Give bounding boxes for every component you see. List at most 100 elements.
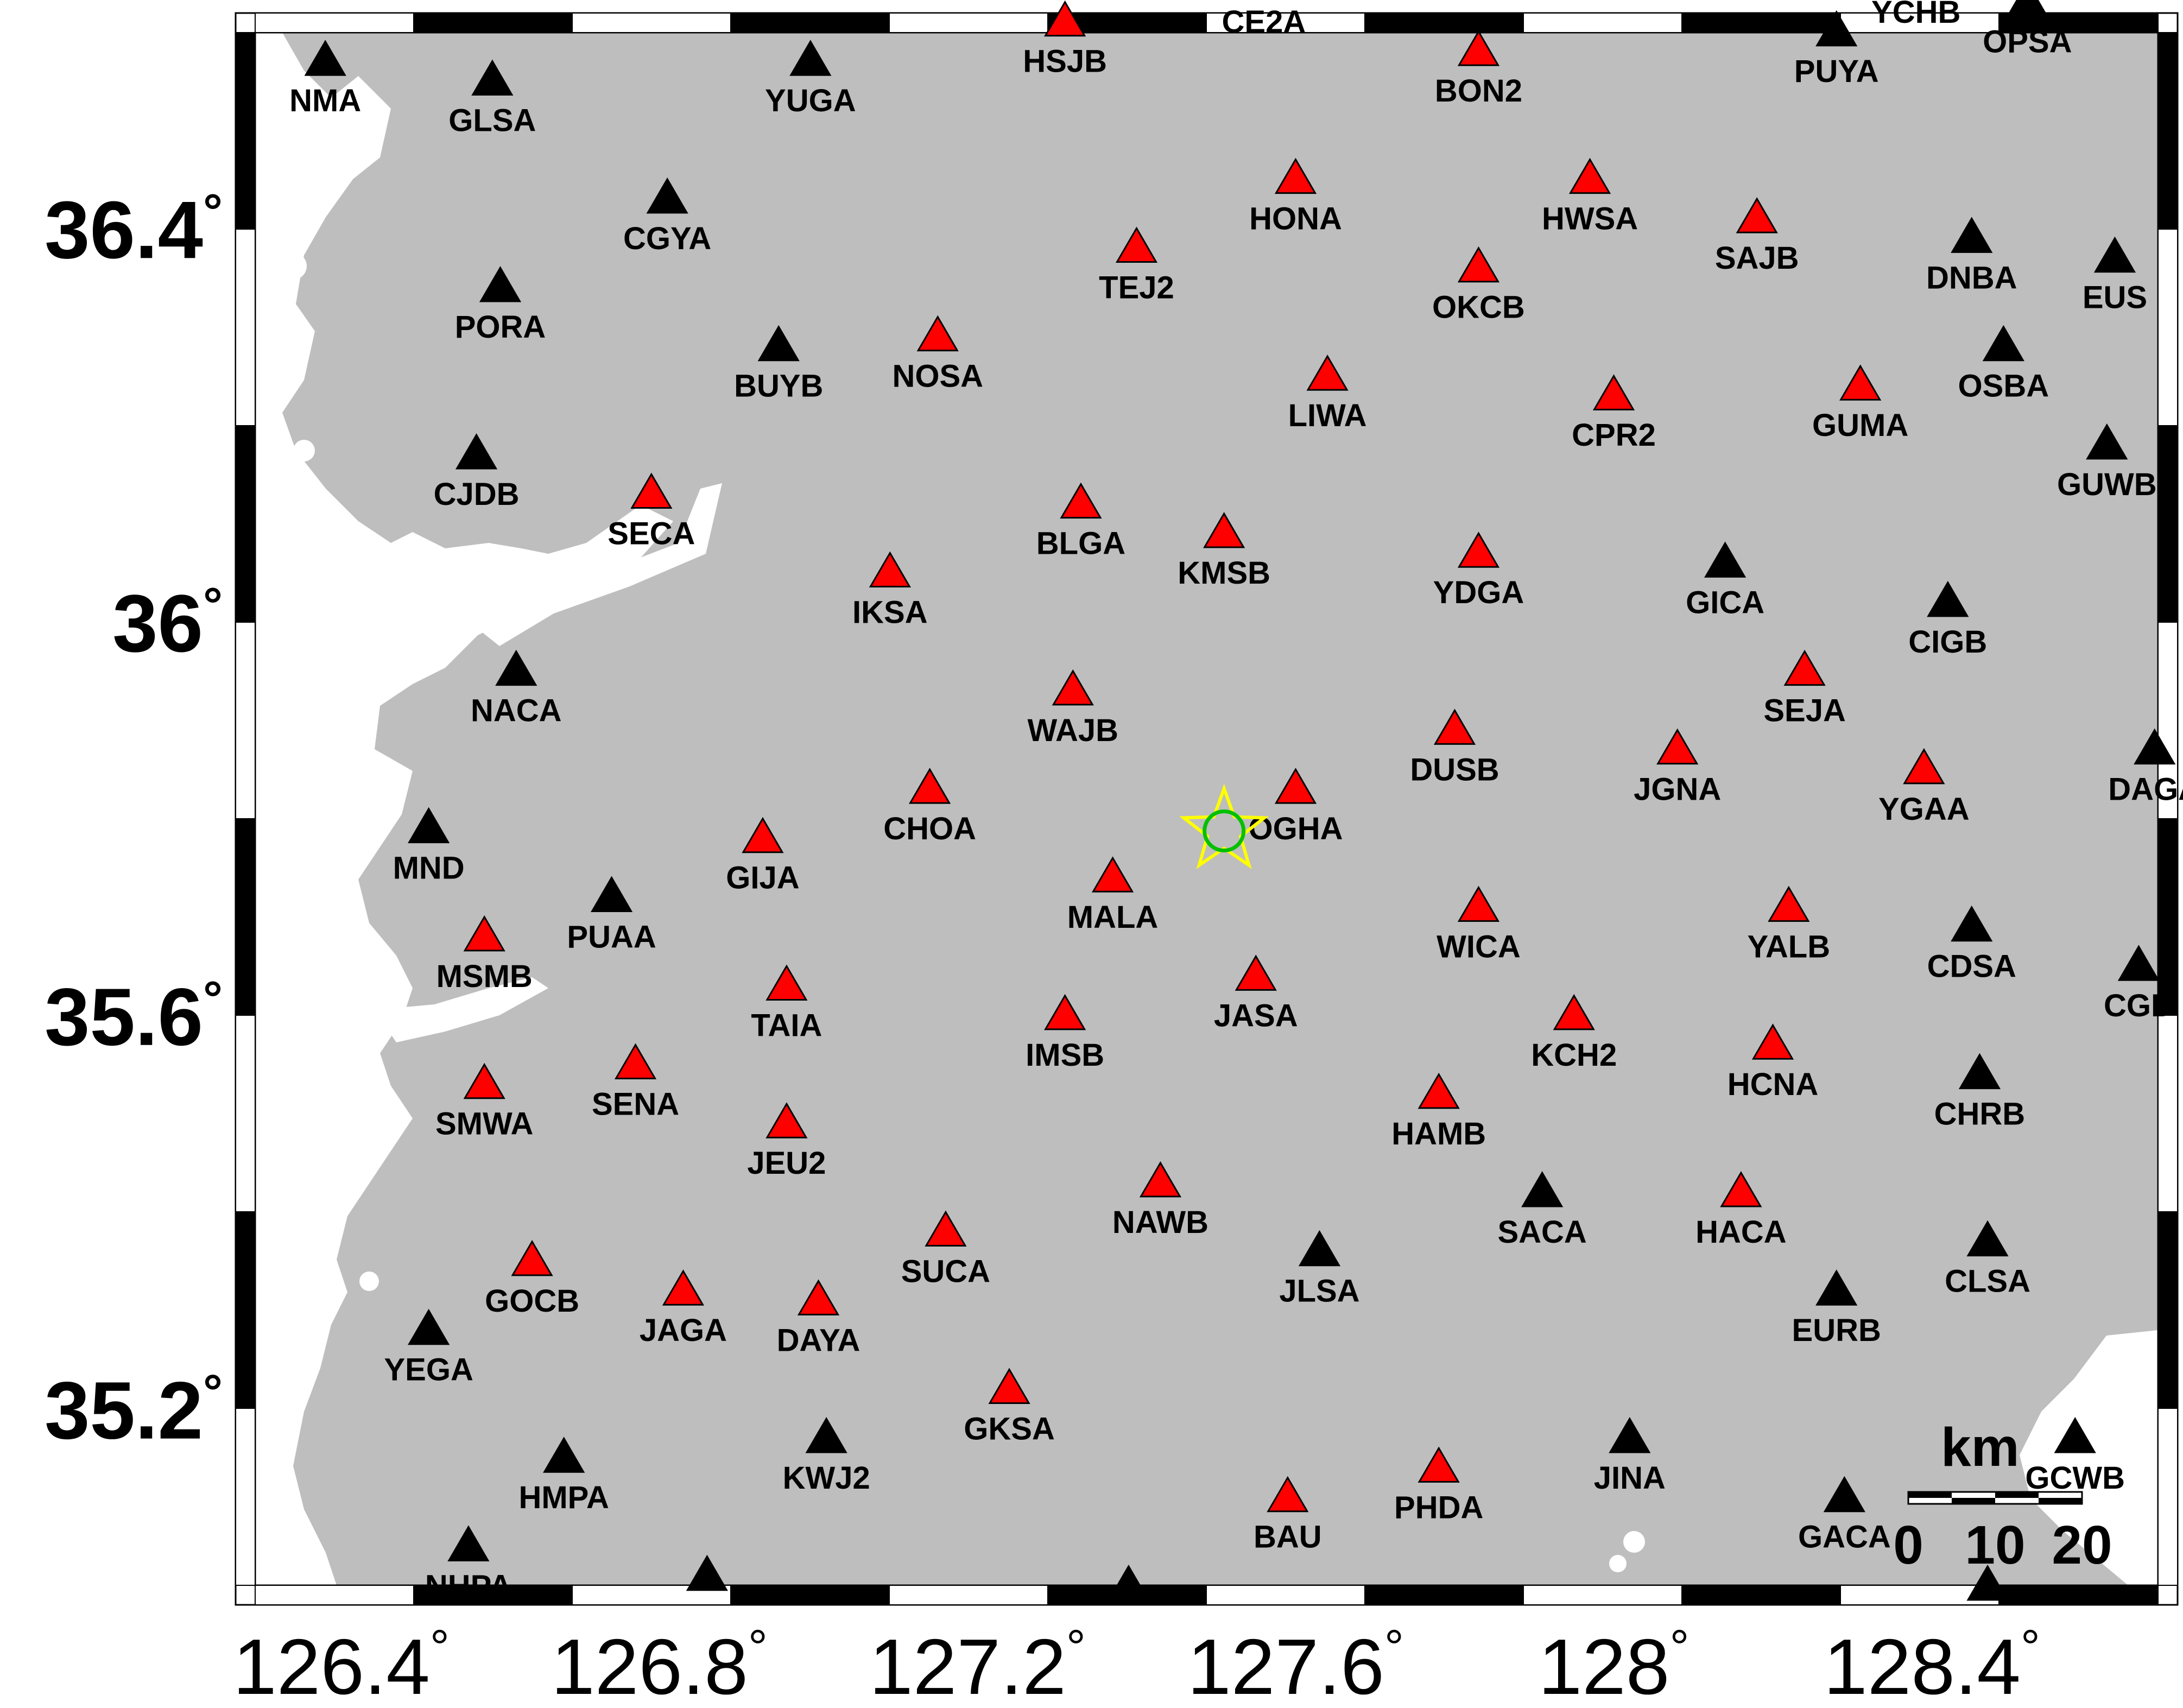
bottom-border-segment [1364,1585,1524,1605]
longitude-value: 128 [1539,1623,1670,1708]
top-border-segment [1840,12,1999,33]
station: HACA [1695,1171,1787,1250]
island [330,1036,354,1060]
top-border-segment [572,12,731,33]
red-station-triangle-icon [630,472,673,509]
land-area [255,33,2158,1585]
red-station-triangle-icon [1052,669,1094,706]
station-label: GCWB [2025,1460,2125,1496]
stations: NMA GLSA YUGA HSJB CE2A BON2 PUYA YCHB OPSA HONA H… [289,0,2183,1604]
red-station-triangle-icon [916,315,959,352]
degree-symbol: ° [203,578,223,632]
red-station-triangle-icon [1044,0,1086,37]
station-label: DAGA [2108,772,2183,807]
station-label: JGNA [1634,772,1721,807]
station-label: CPR2 [1572,417,1656,453]
station-label: CE2A [1222,4,1306,40]
station: GKSA [964,1368,1055,1446]
station-label: EURB [1792,1313,1881,1348]
station-label: HMPA [518,1480,609,1515]
station-label: CGD [2104,988,2174,1023]
black-station-triangle-icon [408,1308,450,1345]
bottom-border-segment [1681,1585,1841,1605]
east-sea [2020,1330,2158,1585]
station-label: GICA [1686,585,1764,620]
red-station-triangle-icon [988,1368,1030,1404]
station-label: HAMB [1391,1116,1486,1152]
red-station-triangle-icon [463,915,505,952]
station: NHPA [425,1525,512,1604]
station-label: YDGA [1433,575,1524,610]
station: GOCB [485,1239,579,1319]
left-border-segment [235,1408,256,1586]
station-label: YUGA [765,83,856,118]
station: MALA [1067,856,1158,935]
station: SACA [1497,1171,1587,1250]
black-station-triangle-icon [2117,945,2160,981]
station: EURB [1792,1269,1881,1348]
station: HMPA [518,1437,609,1515]
station: BLGA [1036,482,1125,561]
station-label: YGAA [1878,792,1970,827]
left-border-segment [235,425,256,623]
degree-symbol: ° [203,185,223,239]
station-label: GKSA [964,1411,1055,1446]
station-label: CJDB [434,477,520,512]
top-border-segment [889,12,1048,33]
red-station-triangle-icon [1783,649,1826,686]
station: SMWA [435,1062,533,1142]
station: BON2 [1435,30,1522,109]
station-label: PUYA [1794,54,1879,89]
red-station-triangle-icon [869,551,911,587]
station: SENA [592,1043,679,1122]
station [1966,1564,2009,1601]
longitude-tick-label: 126.8° [551,1621,768,1708]
bottom-border-segment [889,1585,1048,1605]
latitude-value: 35.6 [45,971,203,1062]
red-station-triangle-icon [1839,364,1882,401]
station [1108,1564,1150,1601]
station: OKCB [1432,246,1525,325]
station-label: KCH2 [1531,1038,1617,1073]
station-label: MND [393,851,465,886]
black-station-triangle-icon [1823,1476,1865,1513]
station: KMSB [1178,512,1270,591]
station: MSMB [436,915,533,994]
estuary [472,483,722,646]
black-station-triangle-icon [757,325,800,362]
black-station-triangle-icon [590,876,633,912]
station: SUCA [901,1210,990,1289]
red-station-triangle-icon [662,1269,705,1306]
station: IMSB [1026,994,1104,1073]
station-label: OKCB [1432,290,1525,325]
station-label: HSJB [1023,44,1107,79]
station-label: CDSA [1927,949,2016,984]
station: HAMB [1391,1072,1486,1152]
station: JINA [1594,1417,1666,1496]
station: PUAA [567,876,656,954]
red-station-triangle-icon [1903,748,1945,785]
black-station-triangle-icon [447,1525,490,1561]
station-label: YEGA [384,1352,473,1388]
station: CGD [2104,945,2174,1023]
station: YDGA [1433,532,1524,610]
black-station-triangle-icon [1966,1220,2009,1257]
station: OPSA [1983,0,2072,59]
black-station-triangle-icon [1815,1269,1858,1306]
black-station-triangle-icon [1298,1230,1341,1267]
black-station-triangle-icon [408,807,450,844]
bottom-border-segment [255,1585,414,1605]
station: EUS [2083,236,2147,315]
red-station-triangle-icon [1139,1161,1182,1198]
scale-bar-ticks: 0 10 20 [1893,1491,2112,1576]
longitude-value: 128.4 [1824,1623,2021,1708]
island [293,440,315,461]
station: JASA [1214,954,1298,1033]
red-station-triangle-icon [1457,30,1500,66]
station-label: WAJB [1028,713,1119,748]
station-label: JASA [1214,998,1298,1033]
longitude-value: 126.8 [551,1623,748,1708]
longitude-axis-labels: 126.4° 126.8° 127.2° 127.6° 128° 128.4° [233,1621,2040,1708]
bottom-border-segment [572,1585,731,1605]
